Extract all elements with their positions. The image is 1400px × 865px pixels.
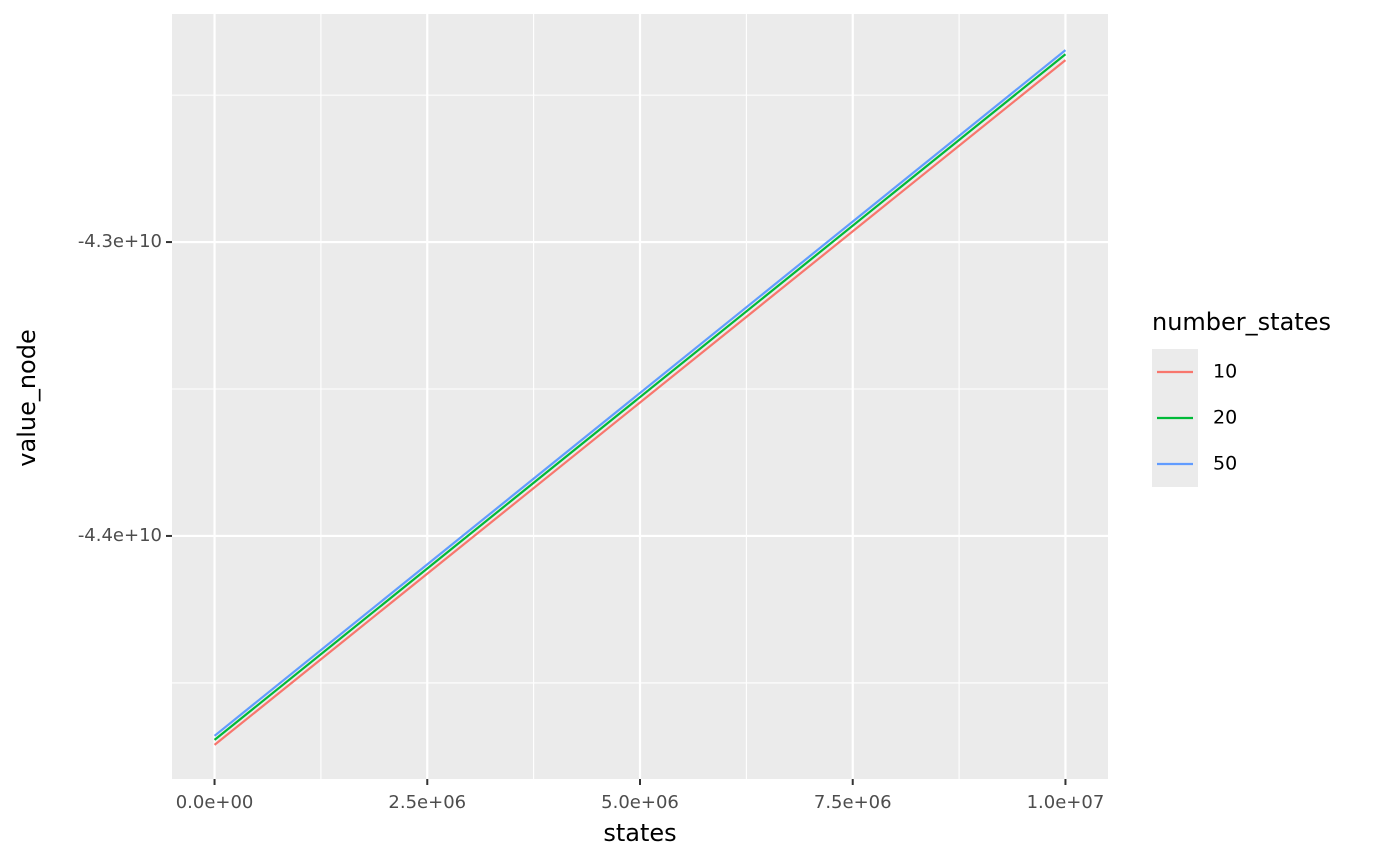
x-tick-label: 5.0e+06 (601, 792, 679, 813)
x-tick-label: 7.5e+06 (814, 792, 892, 813)
series-line (213, 49, 1067, 737)
legend-label: 50 (1213, 453, 1237, 475)
legend: number_states 10 20 50 (1152, 308, 1331, 487)
legend-label: 20 (1213, 407, 1237, 429)
x-tick-label: 0.0e+00 (176, 792, 254, 813)
x-axis-title: states (603, 819, 676, 847)
y-tick-label: -4.4e+10 (78, 525, 162, 546)
legend-label: 10 (1213, 361, 1237, 383)
plot-lines (213, 49, 1067, 746)
series-line (213, 53, 1067, 741)
legend-title: number_states (1152, 308, 1331, 336)
x-tick-label: 1.0e+07 (1027, 792, 1105, 813)
series-line (213, 59, 1067, 746)
y-axis-title: value_node (13, 329, 41, 466)
y-tick-label: -4.3e+10 (78, 231, 162, 252)
axes: 0.0e+00 2.5e+06 5.0e+06 7.5e+06 1.0e+07 -4.4e… (78, 231, 1104, 813)
x-tick-label: 2.5e+06 (388, 792, 466, 813)
